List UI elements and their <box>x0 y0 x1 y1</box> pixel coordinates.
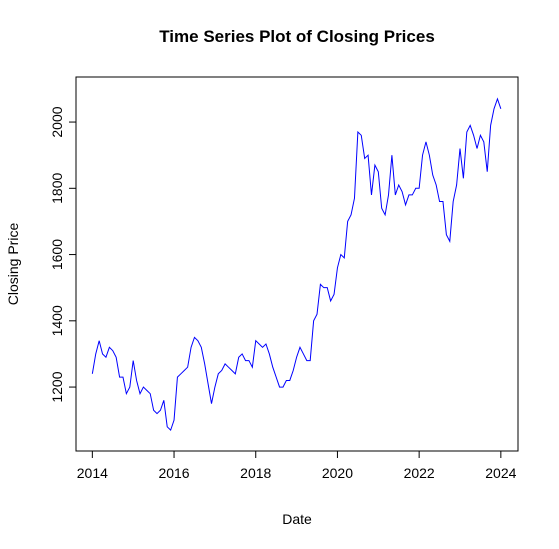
y-tick-label: 1400 <box>49 305 65 336</box>
x-axis-label: Date <box>282 511 312 527</box>
x-tick-label: 2020 <box>322 465 353 481</box>
y-tick-label: 2000 <box>49 106 65 137</box>
x-tick-label: 2018 <box>240 465 271 481</box>
x-tick-label: 2016 <box>158 465 189 481</box>
y-tick-label: 1800 <box>49 173 65 204</box>
y-tick-label: 1600 <box>49 239 65 270</box>
x-tick-label: 2022 <box>404 465 435 481</box>
plot-box <box>75 76 519 452</box>
x-tick-label: 2014 <box>77 465 108 481</box>
price-line <box>91 97 502 432</box>
chart-title: Time Series Plot of Closing Prices <box>159 27 435 46</box>
y-tick-label: 1200 <box>49 371 65 402</box>
y-axis-label: Closing Price <box>5 223 21 306</box>
x-tick-label: 2024 <box>485 465 516 481</box>
